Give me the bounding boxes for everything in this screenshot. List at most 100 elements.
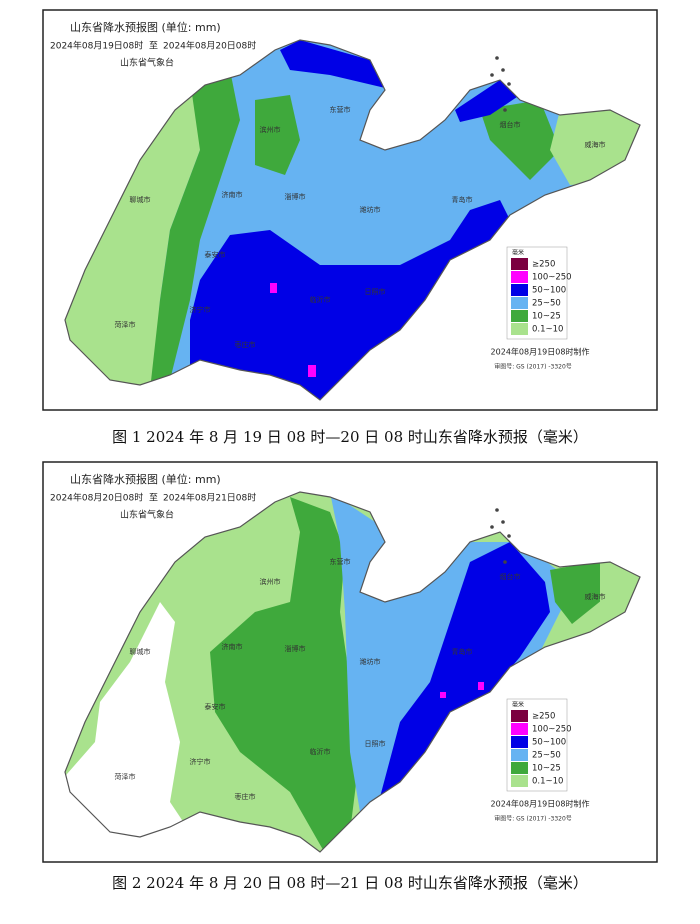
- precip-region: [480, 100, 560, 180]
- city-label: 烟台市: [500, 572, 521, 581]
- approval-note: 审图号: GS (2017) -3320号: [494, 815, 572, 823]
- precip-region: [550, 560, 612, 624]
- legend-swatch: [511, 310, 528, 322]
- island: [490, 525, 494, 529]
- legend-label: 10~25: [532, 764, 561, 774]
- approval-note: 审图号: GS (2017) -3320号: [494, 363, 572, 371]
- island: [503, 560, 507, 564]
- period-sep: 至: [149, 493, 158, 504]
- legend-swatch: [511, 736, 528, 748]
- precip-region: [65, 80, 215, 400]
- precip-region: [280, 40, 385, 88]
- city-label: 淄博市: [285, 644, 306, 653]
- city-label: 潍坊市: [360, 657, 381, 666]
- precip-region: [455, 80, 520, 122]
- province-outline: [64, 491, 641, 853]
- city-label: 青岛市: [452, 195, 473, 204]
- legend-swatch: [511, 284, 528, 296]
- city-label: 济宁市: [190, 305, 211, 314]
- legend-label: 50~100: [532, 738, 566, 748]
- legend-swatch: [511, 271, 528, 283]
- island: [495, 508, 499, 512]
- city-label: 日照市: [365, 287, 386, 296]
- province-outline: [64, 39, 641, 401]
- city-label: 潍坊市: [360, 205, 381, 214]
- precip-region: [65, 602, 190, 852]
- made-note: 2024年08月19日08时制作: [491, 799, 590, 809]
- legend-title: 毫米: [512, 249, 524, 257]
- legend-label: 0.1~10: [532, 325, 563, 335]
- city-label: 济宁市: [190, 757, 211, 766]
- legend-swatch: [511, 323, 528, 335]
- legend-label: 25~50: [532, 299, 561, 309]
- legend-label: 50~100: [532, 286, 566, 296]
- city-label: 菏泽市: [115, 772, 136, 781]
- legend-swatch: [511, 710, 528, 722]
- map-title: 山东省降水预报图 (单位: mm): [70, 20, 221, 34]
- legend-swatch: [511, 258, 528, 270]
- city-label: 滨州市: [260, 577, 281, 586]
- precip-region: [150, 70, 240, 390]
- city-label: 日照市: [365, 739, 386, 748]
- legend-title: 毫米: [512, 701, 524, 709]
- city-label: 东营市: [330, 557, 351, 566]
- island: [490, 73, 494, 77]
- period-start: 2024年08月19日08时: [50, 40, 143, 52]
- precip-region: [210, 497, 360, 852]
- legend-label: 100~250: [532, 273, 572, 283]
- city-label: 聊城市: [130, 647, 151, 656]
- legend-label: 10~25: [532, 312, 561, 322]
- figure-caption: 图 2 2024 年 8 月 20 日 08 时—21 日 08 时山东省降水预…: [112, 874, 588, 892]
- legend-swatch: [511, 749, 528, 761]
- precip-region: [190, 200, 510, 400]
- city-label: 临沂市: [310, 747, 331, 756]
- legend-label: ≥250: [532, 260, 555, 270]
- legend-swatch: [511, 775, 528, 787]
- city-label: 菏泽市: [115, 320, 136, 329]
- island: [507, 82, 511, 86]
- made-note: 2024年08月19日08时制作: [491, 347, 590, 357]
- precip-region: [380, 542, 550, 797]
- period-sep: 至: [149, 41, 158, 52]
- legend-swatch: [511, 762, 528, 774]
- city-label: 临沂市: [310, 295, 331, 304]
- city-label: 青岛市: [452, 647, 473, 656]
- figure-caption: 图 1 2024 年 8 月 19 日 08 时—20 日 08 时山东省降水预…: [112, 428, 588, 446]
- island: [501, 520, 505, 524]
- city-label: 济南市: [222, 190, 243, 199]
- period-start: 2024年08月20日08时: [50, 492, 143, 504]
- precip-region: [440, 692, 446, 698]
- legend-label: 100~250: [532, 725, 572, 735]
- city-label: 枣庄市: [235, 792, 256, 801]
- city-label: 济南市: [222, 642, 243, 651]
- island: [507, 534, 511, 538]
- city-label: 泰安市: [205, 702, 226, 711]
- city-label: 淄博市: [285, 192, 306, 201]
- city-label: 滨州市: [260, 125, 281, 134]
- city-label: 泰安市: [205, 250, 226, 259]
- city-label: 聊城市: [130, 195, 151, 204]
- island: [503, 108, 507, 112]
- legend-swatch: [511, 297, 528, 309]
- city-label: 威海市: [585, 592, 606, 601]
- city-label: 烟台市: [500, 120, 521, 129]
- agency: 山东省气象台: [120, 509, 174, 521]
- city-label: 威海市: [585, 140, 606, 149]
- city-label: 枣庄市: [235, 340, 256, 349]
- precip-region: [270, 283, 277, 293]
- precip-region: [478, 682, 484, 690]
- period-end: 2024年08月20日08时: [163, 40, 256, 52]
- agency: 山东省气象台: [120, 57, 174, 69]
- period-end: 2024年08月21日08时: [163, 492, 256, 504]
- precip-region: [308, 365, 316, 377]
- island: [501, 68, 505, 72]
- legend-label: 0.1~10: [532, 777, 563, 787]
- city-label: 东营市: [330, 105, 351, 114]
- legend-swatch: [511, 723, 528, 735]
- map-title: 山东省降水预报图 (单位: mm): [70, 472, 221, 486]
- island: [495, 56, 499, 60]
